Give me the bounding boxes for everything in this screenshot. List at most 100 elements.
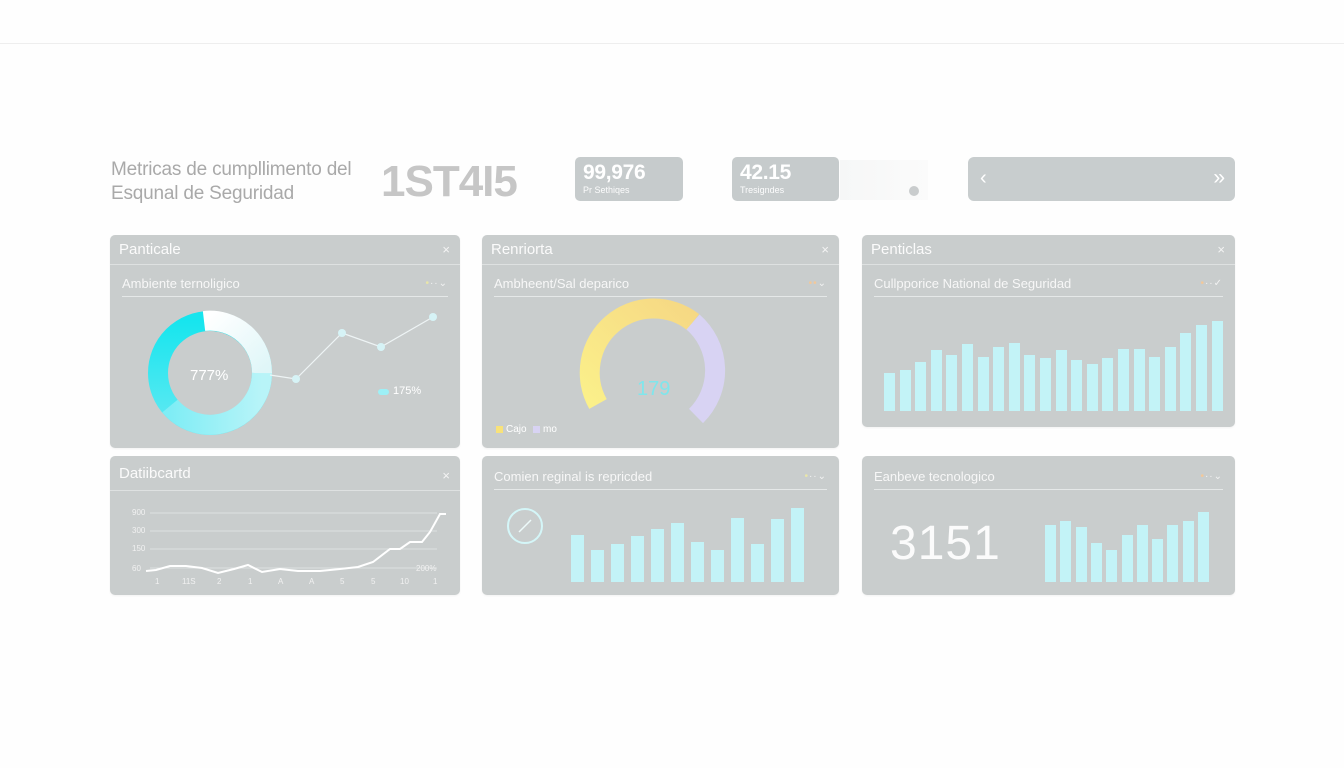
card-bar-chart: Penticlas × Cullpporice National de Segu… <box>862 235 1235 427</box>
bar <box>1086 364 1098 411</box>
bar <box>1008 343 1020 411</box>
close-icon[interactable]: × <box>442 242 450 257</box>
bar <box>1136 525 1148 582</box>
legend-label: Cajo <box>506 424 527 435</box>
bar <box>1167 525 1179 582</box>
y-tick: 900 <box>132 508 146 517</box>
more-menu-icon[interactable]: •··⌄ <box>804 471 827 482</box>
page-title: Metricas de cumpllimento del Esqunal de … <box>111 158 352 206</box>
bar <box>711 550 724 582</box>
bar <box>791 508 804 582</box>
bar <box>1196 325 1207 411</box>
bar <box>1198 512 1209 582</box>
stat-card-settings[interactable]: 99,976 Pr Sethiqes <box>575 157 683 201</box>
bar <box>1121 535 1133 582</box>
card-title: Penticlas <box>871 241 932 258</box>
card-tech-summary: Eanbeve tecnologico •··⌄ 3151 <box>862 456 1235 595</box>
bar <box>691 542 704 582</box>
bar <box>1075 527 1087 582</box>
bar <box>771 519 784 582</box>
stat-value: 99,976 <box>583 161 646 184</box>
card-subtitle: Eanbeve tecnologico <box>874 469 995 484</box>
chevron-left-icon[interactable]: ‹ <box>980 167 987 189</box>
bar-chart <box>1045 512 1211 582</box>
card-header: Panticale × <box>110 235 460 265</box>
more-menu-icon[interactable]: ••⌄ <box>808 278 827 289</box>
bar <box>731 518 744 582</box>
bar <box>1118 349 1129 411</box>
bar <box>671 523 684 582</box>
bar <box>915 362 927 411</box>
close-icon[interactable]: × <box>1217 242 1225 257</box>
close-icon[interactable]: × <box>821 242 829 257</box>
page-title-line1: Metricas de cumpllimento del <box>111 159 352 180</box>
x-tick: 5 <box>340 577 345 586</box>
bar <box>1055 350 1067 411</box>
bar <box>1152 539 1164 582</box>
x-tick: 2 <box>217 577 222 586</box>
top-bar <box>0 0 1344 44</box>
gauge-icon <box>507 508 543 544</box>
bar <box>1133 349 1145 411</box>
bar <box>1045 525 1056 582</box>
bar <box>611 544 624 582</box>
card-subtitle: Cullpporice National de Seguridad <box>874 276 1072 291</box>
card-subtitle: Ambheent/Sal deparico <box>494 276 630 291</box>
more-menu-icon[interactable]: •··⌄ <box>425 278 448 289</box>
y-tick: 150 <box>132 544 146 553</box>
bar <box>1182 521 1194 582</box>
card-header: Datiibcartd × <box>110 456 460 491</box>
report-code: 1ST4I5 <box>381 157 518 206</box>
card-header: Renriorta × <box>482 235 839 265</box>
more-menu-icon[interactable]: •··✓ <box>1200 278 1223 289</box>
big-metric-value: 3151 <box>890 517 1001 570</box>
double-chevron-right-icon[interactable]: » <box>1213 166 1225 189</box>
x-tick: 1 <box>155 577 160 586</box>
bar-chart <box>571 508 807 582</box>
bar <box>591 550 604 582</box>
gauge-chart <box>496 298 726 433</box>
bar <box>1090 543 1102 582</box>
bar <box>1164 347 1176 411</box>
end-label: 200% <box>416 564 437 573</box>
stat-label: Tresigndes <box>740 185 785 195</box>
donut-center-label: 777% <box>190 367 229 384</box>
card-header: Penticlas × <box>862 235 1235 265</box>
bar <box>1060 521 1072 582</box>
card-title: Panticale <box>119 241 181 258</box>
card-subtitle-row: Ambheent/Sal deparico ••⌄ <box>494 276 827 297</box>
bar <box>946 355 958 411</box>
x-tick: 1 <box>248 577 253 586</box>
bar <box>930 350 942 411</box>
bar-chart <box>884 321 1223 411</box>
close-icon[interactable]: × <box>442 468 450 483</box>
stat-label: Pr Sethiqes <box>583 185 630 195</box>
x-tick: 1 <box>433 577 438 586</box>
bar <box>1106 550 1118 582</box>
more-menu-icon[interactable]: •··⌄ <box>1200 471 1223 482</box>
card-subtitle-row: Comien reginal is repricded •··⌄ <box>494 469 827 490</box>
bar <box>1211 321 1223 411</box>
bar <box>993 347 1005 411</box>
bar <box>1149 357 1161 411</box>
x-tick: 11S <box>182 577 196 586</box>
card-compliance-donut: Panticale × Ambiente ternoligico •··⌄ <box>110 235 460 448</box>
card-subtitle: Comien reginal is repricded <box>494 469 653 484</box>
x-tick: 10 <box>400 577 409 586</box>
card-regional-bars: Comien reginal is repricded •··⌄ <box>482 456 839 595</box>
stat-value: 42.15 <box>740 161 792 184</box>
bar <box>651 529 664 582</box>
card-line-chart: Datiibcartd × 900 300 150 60 200% 1 11S … <box>110 456 460 595</box>
bar <box>962 344 973 411</box>
bar <box>751 544 764 582</box>
bar <box>899 370 911 411</box>
line-chart <box>145 512 446 575</box>
x-tick: A <box>278 577 284 586</box>
card-subtitle: Ambiente ternoligico <box>122 276 240 291</box>
legend-label: mo <box>543 424 557 435</box>
stat-card-trends[interactable]: 42.15 Tresigndes <box>732 157 839 201</box>
x-tick: 5 <box>371 577 376 586</box>
card-subtitle-row: Cullpporice National de Seguridad •··✓ <box>874 276 1223 297</box>
card-title: Datiibcartd <box>119 465 191 482</box>
